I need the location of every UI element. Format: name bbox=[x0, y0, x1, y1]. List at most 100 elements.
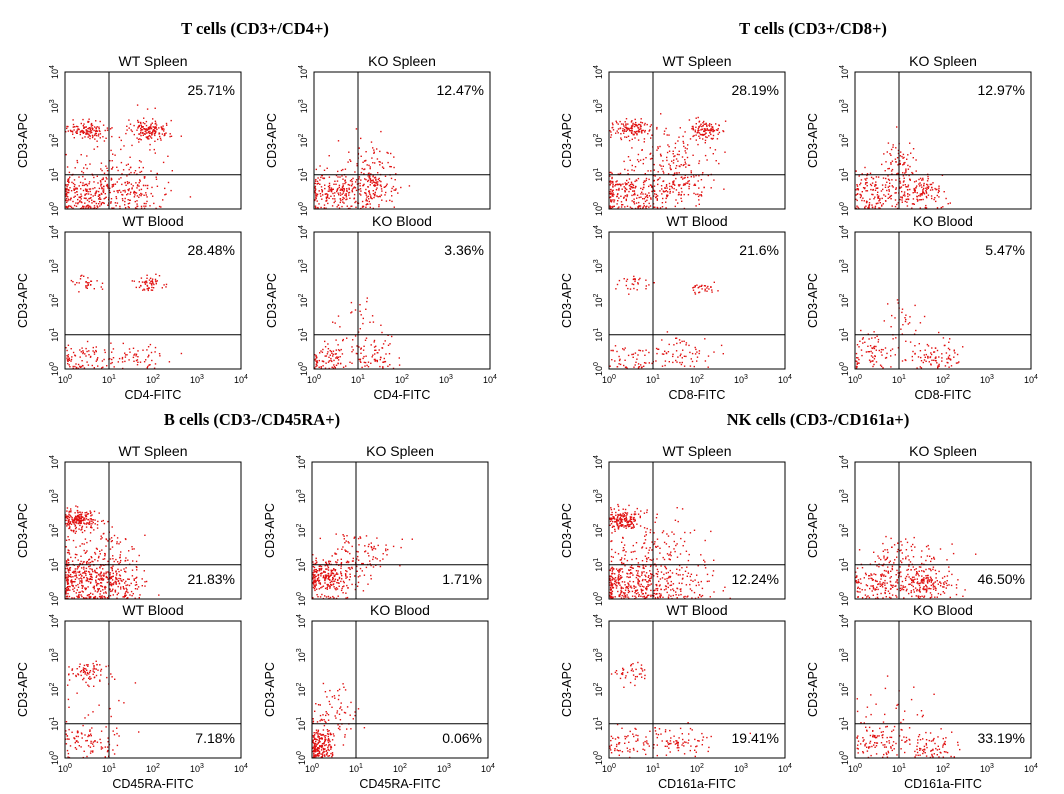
event-dot bbox=[133, 280, 135, 282]
event-dot bbox=[620, 525, 622, 527]
event-dot bbox=[682, 164, 684, 167]
event-dot bbox=[81, 201, 83, 204]
event-dot bbox=[329, 703, 331, 705]
event-dot bbox=[354, 201, 356, 204]
event-dot bbox=[633, 520, 635, 522]
event-dot bbox=[99, 137, 101, 139]
event-dot bbox=[340, 558, 342, 560]
event-dot bbox=[170, 135, 173, 137]
event-dot bbox=[327, 741, 330, 744]
event-dot bbox=[77, 363, 80, 366]
event-dot bbox=[71, 582, 73, 584]
event-dot bbox=[665, 184, 668, 186]
event-dot bbox=[634, 137, 636, 139]
event-dot bbox=[334, 697, 336, 699]
event-dot bbox=[79, 181, 82, 184]
event-dot bbox=[645, 279, 647, 281]
event-dot bbox=[313, 566, 316, 569]
event-dot bbox=[68, 511, 70, 513]
event-dot bbox=[112, 594, 114, 596]
event-dot bbox=[636, 289, 638, 291]
event-dot bbox=[611, 583, 613, 585]
event-dot bbox=[68, 171, 71, 174]
event-dot bbox=[141, 578, 143, 580]
event-dot bbox=[855, 198, 857, 200]
event-dot bbox=[354, 714, 356, 717]
event-dot bbox=[884, 186, 887, 188]
event-dot bbox=[318, 752, 321, 755]
event-dot bbox=[124, 594, 126, 596]
x-tick-label: 102 bbox=[146, 374, 160, 385]
event-dot bbox=[675, 165, 678, 167]
event-dot bbox=[116, 181, 118, 183]
event-dot bbox=[911, 355, 913, 358]
event-dot bbox=[142, 166, 144, 169]
event-dot bbox=[131, 548, 134, 550]
event-dot bbox=[682, 178, 684, 180]
event-dot bbox=[920, 199, 922, 201]
event-dot bbox=[392, 367, 395, 370]
event-dot bbox=[324, 740, 326, 743]
event-dot bbox=[639, 207, 642, 209]
event-dot bbox=[611, 518, 613, 520]
event-dot bbox=[888, 196, 891, 199]
event-dot bbox=[143, 205, 145, 207]
event-dot bbox=[895, 188, 897, 190]
event-dot bbox=[633, 287, 635, 290]
event-dot bbox=[157, 138, 159, 141]
event-dot bbox=[937, 367, 939, 369]
event-dot bbox=[120, 148, 122, 151]
event-dot bbox=[675, 337, 677, 339]
event-dot bbox=[83, 275, 85, 277]
event-dot bbox=[395, 173, 397, 175]
event-dot bbox=[330, 195, 332, 197]
event-dot bbox=[317, 704, 320, 706]
event-dot bbox=[368, 198, 370, 200]
event-dot bbox=[334, 198, 336, 200]
event-dot bbox=[375, 359, 377, 362]
event-dot bbox=[85, 515, 87, 517]
event-dot bbox=[312, 576, 315, 578]
event-dot bbox=[93, 666, 95, 668]
event-dot bbox=[648, 202, 650, 205]
event-dot bbox=[632, 353, 635, 355]
event-dot bbox=[382, 343, 385, 345]
event-dot bbox=[347, 567, 350, 569]
event-dot bbox=[890, 366, 892, 368]
event-dot bbox=[389, 343, 391, 345]
event-dot bbox=[641, 571, 643, 573]
panel-title: WT Spleen bbox=[663, 443, 732, 459]
event-dot bbox=[856, 363, 858, 365]
event-dot bbox=[628, 139, 631, 142]
event-dot bbox=[610, 517, 612, 520]
event-dot bbox=[695, 139, 697, 141]
event-dot bbox=[927, 187, 929, 189]
event-dot bbox=[90, 733, 92, 735]
event-dot bbox=[689, 351, 691, 354]
event-dot bbox=[927, 184, 929, 186]
event-dot bbox=[365, 178, 367, 181]
event-dot bbox=[387, 365, 389, 367]
event-dot bbox=[360, 347, 362, 349]
event-dot bbox=[326, 568, 328, 570]
event-dot bbox=[318, 580, 320, 583]
event-dot bbox=[97, 557, 100, 559]
event-dot bbox=[84, 523, 86, 525]
event-dot bbox=[319, 582, 321, 584]
event-dot bbox=[640, 364, 642, 366]
event-dot bbox=[385, 549, 387, 552]
event-dot bbox=[118, 574, 121, 576]
event-dot bbox=[616, 524, 619, 527]
event-dot bbox=[887, 303, 889, 305]
event-dot bbox=[71, 571, 74, 573]
event-dot bbox=[924, 349, 926, 351]
event-dot bbox=[65, 733, 67, 735]
event-dot bbox=[907, 198, 909, 200]
event-dot bbox=[637, 139, 640, 141]
event-dot bbox=[380, 324, 382, 326]
event-dot bbox=[633, 203, 636, 205]
event-dot bbox=[73, 572, 75, 574]
event-dot bbox=[318, 359, 320, 362]
